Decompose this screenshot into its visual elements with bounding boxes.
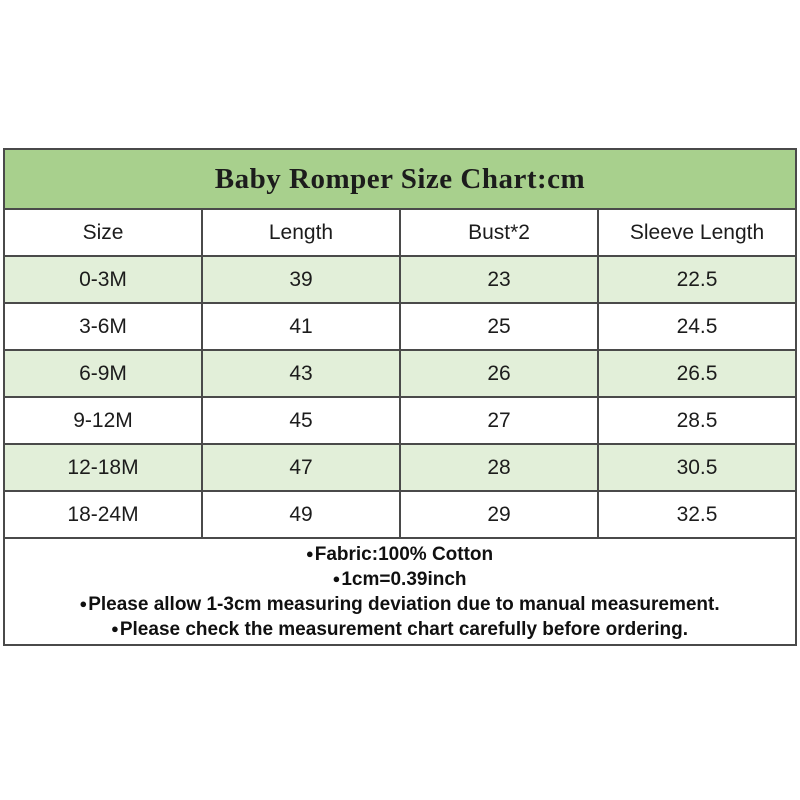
size-chart-table: Baby Romper Size Chart:cm Size Length Bu… — [3, 148, 797, 646]
cell-bust: 26 — [399, 349, 599, 398]
cell-length: 41 — [201, 302, 401, 351]
table-row: 12-18M 47 28 30.5 — [3, 443, 797, 492]
cell-sleeve: 24.5 — [597, 302, 797, 351]
cell-bust: 29 — [399, 490, 599, 539]
size-chart: Baby Romper Size Chart:cm Size Length Bu… — [3, 148, 797, 646]
cell-length: 47 — [201, 443, 401, 492]
table-row: 9-12M 45 27 28.5 — [3, 396, 797, 445]
cell-sleeve: 28.5 — [597, 396, 797, 445]
note-line-fabric: ●Fabric:100% Cotton — [10, 542, 789, 567]
cell-length: 39 — [201, 255, 401, 304]
note-text: 1cm=0.39inch — [341, 569, 467, 590]
title-row: Baby Romper Size Chart:cm — [3, 148, 797, 210]
cell-size: 0-3M — [3, 255, 203, 304]
note-line-deviation: ●Please allow 1-3cm measuring deviation … — [10, 592, 789, 617]
cell-bust: 23 — [399, 255, 599, 304]
cell-length: 43 — [201, 349, 401, 398]
bullet-icon: ● — [332, 571, 341, 586]
cell-size: 18-24M — [3, 490, 203, 539]
cell-sleeve: 26.5 — [597, 349, 797, 398]
cell-length: 49 — [201, 490, 401, 539]
note-text: Please allow 1-3cm measuring deviation d… — [88, 594, 720, 615]
notes-row: ●Fabric:100% Cotton ●1cm=0.39inch ●Pleas… — [3, 537, 797, 646]
chart-title: Baby Romper Size Chart:cm — [3, 148, 797, 210]
bullet-icon: ● — [79, 596, 88, 611]
column-header-row: Size Length Bust*2 Sleeve Length — [3, 208, 797, 257]
cell-size: 3-6M — [3, 302, 203, 351]
table-row: 6-9M 43 26 26.5 — [3, 349, 797, 398]
column-header-length: Length — [201, 208, 401, 257]
column-header-sleeve-length: Sleeve Length — [597, 208, 797, 257]
note-text: Please check the measurement chart caref… — [119, 619, 688, 640]
notes-section: ●Fabric:100% Cotton ●1cm=0.39inch ●Pleas… — [3, 537, 797, 646]
note-line-check-chart: ●Please check the measurement chart care… — [10, 617, 789, 642]
cell-length: 45 — [201, 396, 401, 445]
cell-bust: 27 — [399, 396, 599, 445]
cell-sleeve: 32.5 — [597, 490, 797, 539]
bullet-icon: ● — [111, 621, 119, 636]
table-row: 18-24M 49 29 32.5 — [3, 490, 797, 539]
cell-sleeve: 22.5 — [597, 255, 797, 304]
cell-bust: 28 — [399, 443, 599, 492]
cell-bust: 25 — [399, 302, 599, 351]
cell-size: 9-12M — [3, 396, 203, 445]
bullet-icon: ● — [305, 546, 314, 561]
column-header-bust: Bust*2 — [399, 208, 599, 257]
cell-sleeve: 30.5 — [597, 443, 797, 492]
cell-size: 12-18M — [3, 443, 203, 492]
table-row: 0-3M 39 23 22.5 — [3, 255, 797, 304]
cell-size: 6-9M — [3, 349, 203, 398]
note-text: Fabric:100% Cotton — [314, 544, 494, 565]
column-header-size: Size — [3, 208, 203, 257]
note-line-conversion: ●1cm=0.39inch — [10, 567, 789, 592]
table-row: 3-6M 41 25 24.5 — [3, 302, 797, 351]
